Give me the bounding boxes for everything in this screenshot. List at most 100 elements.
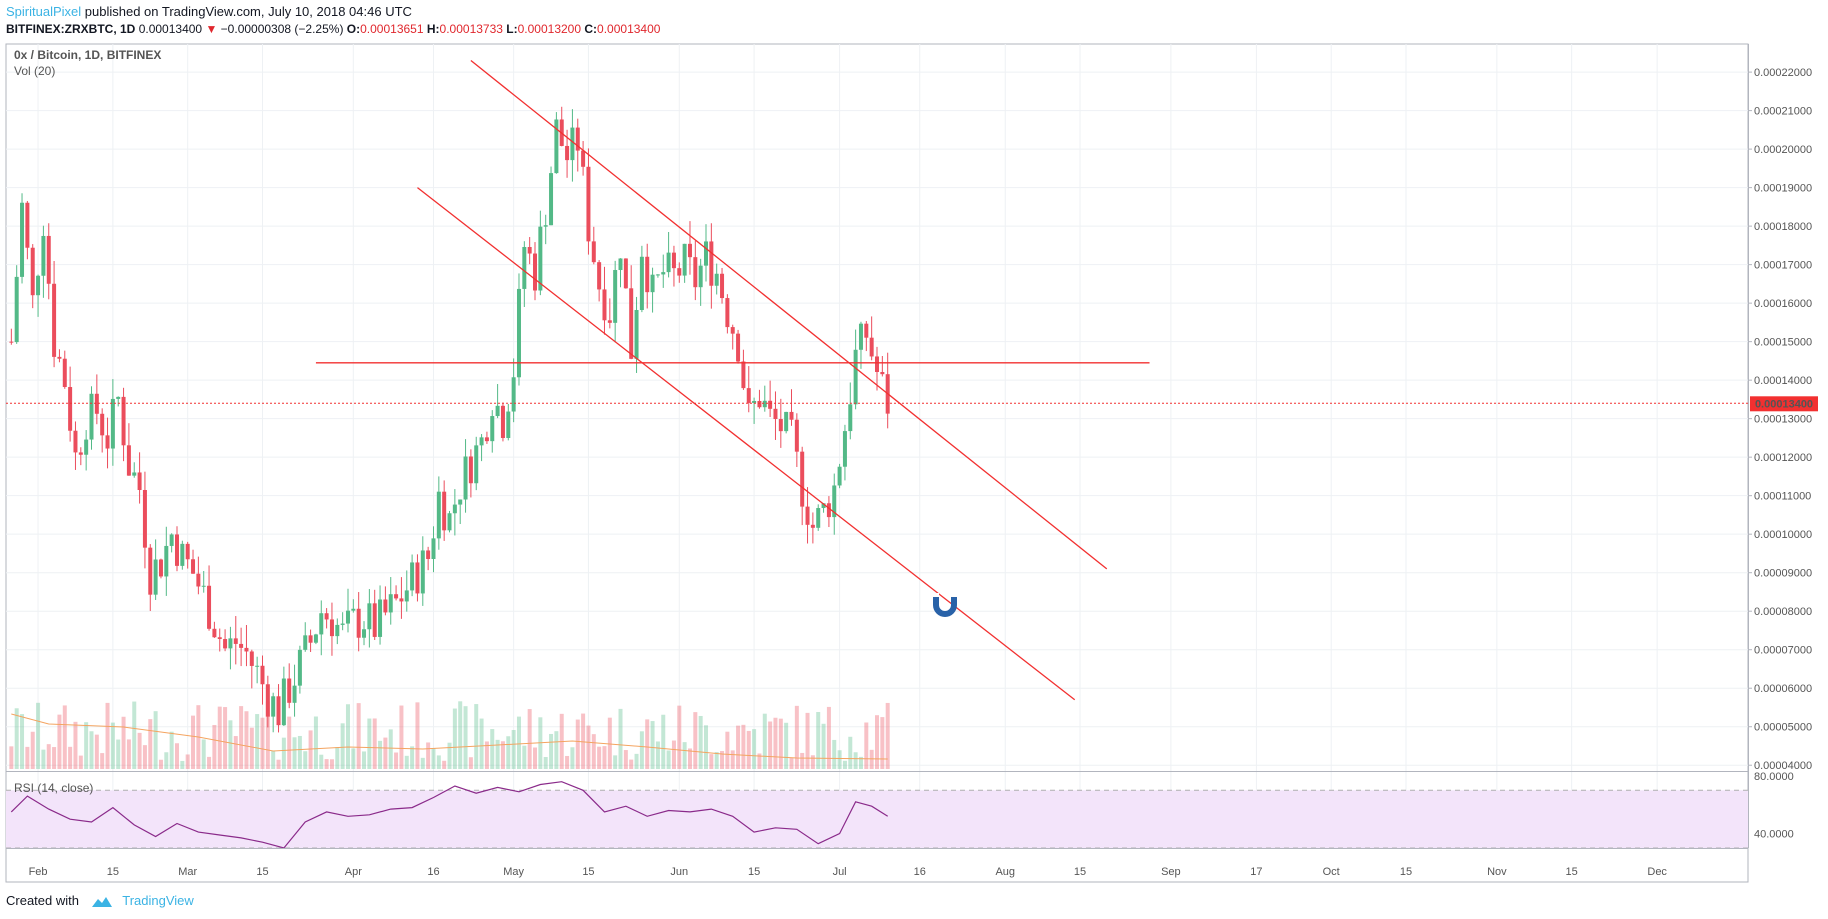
candle-body — [260, 665, 265, 685]
volume-bar — [575, 719, 580, 769]
publish-info: SpiritualPixel published on TradingView.… — [6, 4, 412, 19]
volume-bar — [436, 755, 441, 769]
volume-bar — [837, 750, 842, 769]
candle-body — [549, 173, 554, 226]
volume-bar — [800, 752, 805, 769]
candle-body — [148, 547, 153, 595]
candle-body — [458, 499, 463, 505]
volume-bar — [185, 754, 190, 769]
time-tick-label: 15 — [1400, 866, 1412, 878]
volume-bar — [778, 718, 783, 769]
open-value: 0.00013651 — [360, 22, 424, 36]
volume-bar — [116, 739, 121, 769]
candle-body — [100, 413, 105, 436]
candle-body — [244, 647, 249, 652]
magnet-icon[interactable] — [933, 593, 957, 617]
volume-bar — [223, 707, 228, 769]
volume-bar — [228, 720, 233, 769]
candle-body — [110, 398, 115, 449]
price-tick-label: 0.00021000 — [1754, 106, 1812, 118]
candle-body — [121, 396, 126, 446]
volume-bar — [709, 754, 714, 769]
last-price: 0.00013400 — [138, 22, 203, 36]
candle-body — [704, 241, 709, 266]
candle-body — [575, 127, 580, 151]
volume-bar — [581, 713, 586, 769]
candle-body — [789, 411, 794, 420]
candle-body — [565, 145, 570, 161]
volume-bar — [495, 739, 500, 769]
author-link[interactable]: SpiritualPixel — [6, 4, 82, 19]
rsi-tick-label: 40.0000 — [1754, 829, 1794, 841]
candle-body — [484, 437, 489, 442]
candle-body — [174, 534, 179, 566]
price-tick-label: 0.00012000 — [1754, 452, 1812, 464]
candle-body — [832, 485, 837, 518]
candle-body — [436, 491, 441, 539]
price-tick-label: 0.00005000 — [1754, 722, 1812, 734]
candle-body — [805, 506, 810, 525]
volume-bar — [180, 760, 185, 769]
tradingview-link[interactable]: TradingView — [122, 893, 194, 908]
trend-drawings[interactable] — [6, 60, 1748, 701]
candle-body — [495, 405, 500, 417]
volume-bar — [458, 701, 463, 769]
volume-bar — [661, 714, 666, 769]
candle-body — [693, 257, 698, 288]
candle-body — [335, 624, 340, 637]
price-tick-label: 0.00004000 — [1754, 760, 1812, 772]
volume-bar — [271, 750, 276, 769]
candle-body — [746, 388, 751, 403]
volume-bar — [260, 717, 265, 769]
candle-body — [404, 590, 409, 602]
chart-frame — [5, 43, 1749, 883]
volume-bar — [388, 729, 393, 769]
volume-bar — [869, 749, 874, 769]
time-tick-label: 15 — [107, 866, 119, 878]
price-tick-label: 0.00017000 — [1754, 260, 1812, 272]
volume-bar — [126, 739, 131, 769]
volume-bar — [132, 701, 137, 769]
volume-bar — [148, 719, 153, 769]
candle-body — [233, 638, 238, 644]
candle-body — [78, 452, 83, 455]
candle-body — [506, 411, 511, 438]
candle-body — [837, 466, 842, 486]
volume-bar — [244, 711, 249, 769]
candle-body — [308, 635, 313, 643]
volume-bar — [736, 725, 741, 769]
candle-body — [842, 431, 847, 467]
candle-body — [591, 241, 596, 263]
volume-bar — [832, 739, 837, 769]
volume-bar — [752, 729, 757, 769]
volume-bar — [25, 746, 30, 769]
volume-bar — [789, 757, 794, 769]
candle-body — [607, 320, 612, 323]
indicator-lines — [10, 713, 889, 849]
volume-bar — [30, 731, 35, 769]
volume-bar — [153, 711, 158, 769]
rsi-line — [10, 781, 889, 849]
volume-bar — [768, 721, 773, 769]
volume-bar — [698, 715, 703, 769]
created-with-label: Created with — [6, 893, 79, 908]
candle-body — [709, 241, 714, 286]
candle-body — [602, 289, 607, 321]
candle-body — [388, 594, 393, 613]
candle-body — [52, 283, 57, 357]
candle-body — [490, 416, 495, 442]
candle-body — [570, 127, 575, 161]
volume-bar — [586, 725, 591, 769]
volume-bar — [324, 759, 329, 769]
volume-bar — [217, 706, 222, 769]
time-tick-label: 17 — [1250, 866, 1262, 878]
volume-bar — [442, 760, 447, 769]
volume-bar — [308, 730, 313, 769]
volume-bar — [378, 740, 383, 769]
volume-bar — [875, 715, 879, 769]
chart-area[interactable]: Feb 15 Mar 15 Apr 16 May 15 Jun 15 Jul 16 Aug 15 Sep 17… — [0, 42, 1828, 884]
price-tick-label: 0.00006000 — [1754, 683, 1812, 695]
volume-bar — [591, 734, 596, 769]
price-change: −0.00000308 (−2.25%) — [220, 22, 344, 36]
candle-body — [68, 387, 73, 431]
